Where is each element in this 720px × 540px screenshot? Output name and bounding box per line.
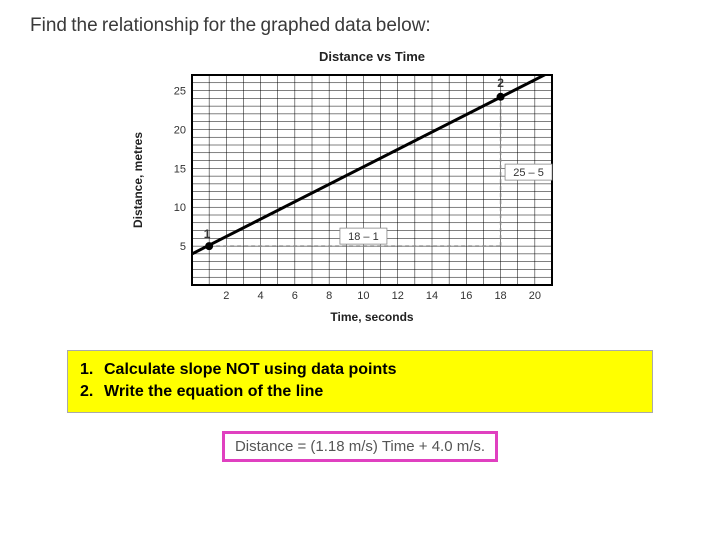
- svg-text:Distance, metres: Distance, metres: [131, 132, 145, 228]
- svg-text:2: 2: [223, 290, 229, 302]
- question-2-num: 2.: [80, 381, 104, 403]
- svg-text:2: 2: [497, 76, 504, 90]
- svg-text:25 – 5: 25 – 5: [513, 167, 544, 179]
- svg-text:Time, seconds: Time, seconds: [330, 310, 413, 324]
- svg-text:20: 20: [174, 124, 186, 136]
- question-1-text: Calculate slope NOT using data points: [104, 359, 396, 381]
- svg-text:18: 18: [494, 290, 506, 302]
- question-box: 1. Calculate slope NOT using data points…: [67, 350, 653, 413]
- svg-text:6: 6: [292, 290, 298, 302]
- svg-text:18 – 1: 18 – 1: [348, 231, 379, 243]
- svg-text:14: 14: [426, 290, 438, 302]
- chart-container: 1218 – 125 – 52468101214161820510152025D…: [120, 47, 600, 332]
- svg-text:12: 12: [392, 290, 404, 302]
- equation-box: Distance = (1.18 m/s) Time + 4.0 m/s.: [222, 431, 498, 462]
- svg-text:16: 16: [460, 290, 472, 302]
- svg-text:10: 10: [174, 202, 186, 214]
- svg-text:20: 20: [529, 290, 541, 302]
- svg-text:1: 1: [204, 227, 211, 241]
- svg-text:Distance vs Time: Distance vs Time: [319, 49, 425, 64]
- page-heading: Find the relationship for the graphed da…: [30, 15, 690, 37]
- distance-vs-time-chart: 1218 – 125 – 52468101214161820510152025D…: [120, 47, 600, 327]
- question-2: 2. Write the equation of the line: [80, 381, 640, 403]
- svg-text:10: 10: [357, 290, 369, 302]
- question-2-text: Write the equation of the line: [104, 381, 323, 403]
- question-1-num: 1.: [80, 359, 104, 381]
- svg-text:15: 15: [174, 163, 186, 175]
- svg-text:25: 25: [174, 86, 186, 98]
- svg-text:4: 4: [258, 290, 264, 302]
- svg-text:5: 5: [180, 241, 186, 253]
- svg-text:8: 8: [326, 290, 332, 302]
- question-1: 1. Calculate slope NOT using data points: [80, 359, 640, 381]
